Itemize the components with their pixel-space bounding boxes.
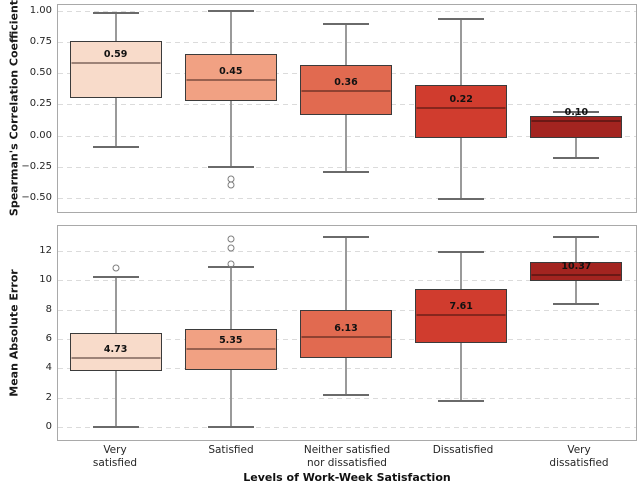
median-line [531,119,621,122]
box [300,64,392,116]
gridline [58,42,636,44]
gridline [58,368,636,370]
whisker-cap-low [553,302,600,305]
gridline [58,11,636,13]
x-category-label: Very satisfied [92,444,138,470]
median-line [186,78,276,81]
whisker-cap-low [553,156,600,159]
whisker-cap-low [92,425,139,428]
median-value-label: 5.35 [219,334,243,346]
spearman-y-axis-label: Spearman's Correlation Coefficient [7,0,21,217]
whisker-cap-high [92,11,139,14]
y-tick-label: 4 [45,362,52,374]
median-line [301,336,391,338]
median-value-label: 0.22 [449,94,473,106]
median-value-label: 0.10 [564,106,589,118]
y-tick-label: 0.75 [29,36,52,48]
whisker-cap-high [323,22,369,25]
whisker-cap-high [438,251,485,254]
median-line [301,89,391,92]
y-tick-label: 0 [45,421,52,433]
box [300,309,392,359]
median-value-label: 7.61 [449,301,473,313]
median-value-label: 0.45 [219,65,243,77]
whisker-cap-high [553,236,600,239]
y-tick-label: −0.50 [21,191,52,203]
box [530,262,623,282]
median-line [416,107,506,110]
y-tick-label: 6 [45,332,52,344]
box [184,328,277,370]
gridline [58,135,636,137]
x-category-label: Dissatisfied [432,444,494,456]
outlier-marker [112,264,120,272]
gridline [58,280,636,281]
outlier-marker [227,235,235,243]
whisker-cap-low [92,145,139,148]
whisker-cap-high [323,236,369,239]
box [415,288,508,344]
median-value-label: 0.59 [103,49,128,61]
outlier-marker [227,260,235,268]
gridline [58,197,636,199]
median-line [71,356,161,359]
box [415,84,508,138]
y-tick-label: 0.25 [29,98,52,110]
box [69,41,162,99]
box [530,115,623,138]
whisker-cap-high [92,276,139,279]
x-axis-title: Levels of Work-Week Satisfaction [243,471,451,484]
whisker-cap-low [323,170,369,173]
spearman-correlation-axes: 1.00 0.75 0.50 0.25 0.00 −0.25 −0.50 0.59 0.45 0.… [21,4,637,213]
median-line [71,62,161,65]
x-category-label: Satisfied [208,444,254,456]
mae-y-axis-label: Mean Absolute Error [7,269,21,397]
median-value-label: 0.36 [334,76,358,88]
median-line [186,347,276,350]
box [69,333,162,372]
mean-absolute-error-axes: 0 2 4 6 8 10 12 4.73 5.35 6.13 7.61 10.37 [39,225,637,441]
y-tick-label: 10 [39,274,52,285]
median-value-label: 6.13 [334,323,358,334]
y-tick-label: 12 [39,244,52,256]
gridline [58,427,636,429]
whisker-cap-high [553,110,600,113]
y-tick-label: 0.50 [29,67,52,79]
median-line [416,314,506,317]
median-line [531,273,621,276]
gridline [58,166,636,168]
outlier-marker [227,181,235,189]
whisker-cap-high [207,10,254,13]
outlier-marker [227,244,235,252]
y-tick-label: −0.25 [21,160,52,172]
whisker-cap-high [438,17,485,20]
y-tick-label: 2 [45,391,52,403]
x-tick-labels: Very satisfied Satisfied Neither satisfied… [57,444,637,470]
whisker-cap-low [323,393,369,396]
median-value-label: 10.37 [561,260,592,272]
y-tick-label: 1.00 [29,5,52,17]
gridline [58,250,636,252]
whisker-cap-low [438,197,485,200]
whisker-cap-low [438,399,485,402]
box [184,53,277,101]
whisker-cap-low [207,426,254,429]
y-tick-label: 0.00 [29,129,52,141]
whisker-cap-low [207,165,254,168]
x-category-label: Very dissatisfied [549,444,609,470]
x-category-label: Neither satisfied nor dissatisfied [303,444,391,470]
gridline [58,397,636,399]
median-value-label: 4.73 [103,343,128,355]
y-tick-label: 8 [45,303,52,315]
